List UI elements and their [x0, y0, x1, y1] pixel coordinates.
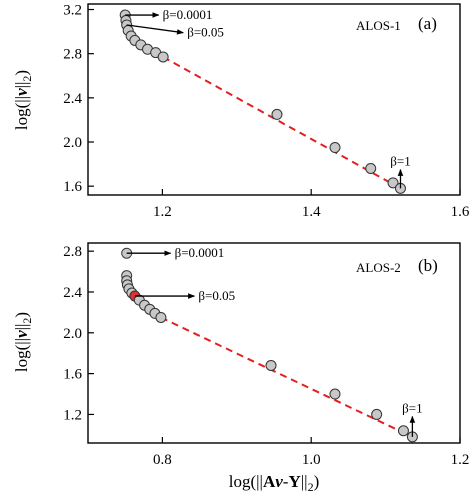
panel-a-tag: (a) [418, 14, 437, 33]
x-tick-label: 1.2 [153, 204, 172, 220]
panel-b-x-axis-label: log(||Av-Y||2) [229, 472, 319, 494]
data-point [271, 108, 283, 120]
panel-a-fit-line [162, 56, 401, 190]
data-point [365, 163, 377, 175]
data-point [387, 177, 399, 189]
panel-b: 0.8 1.0 1.2 1.2 1.6 2.0 2.4 2.8 β=0.0001 β=0.05… [12, 242, 469, 494]
y-tick-label: 2.0 [63, 135, 82, 151]
y-tick-label: 1.2 [63, 407, 82, 423]
y-tick-label: 1.6 [63, 367, 82, 383]
annotation-label: β=1 [402, 400, 422, 415]
panel-b-y-ticks: 1.2 1.6 2.0 2.4 2.8 [63, 244, 94, 423]
panel-b-fit-line [160, 316, 413, 438]
panel-a-y-axis-label: log(||v||2) [12, 70, 34, 130]
y-tick-label: 2.8 [63, 244, 82, 260]
panel-a: 1.2 1.4 1.6 1.6 2.0 2.4 2.8 3.2 β=0.0001 β=0.05… [12, 3, 470, 220]
panel-b-dataset-label: ALOS-2 [356, 260, 401, 275]
panel-b-tag: (b) [418, 256, 438, 275]
panel-b-frame [87, 242, 461, 444]
data-point [157, 51, 169, 63]
annotation-label: β=1 [390, 154, 410, 169]
panel-a-annotations: β=0.0001 β=0.05 β=1 [125, 7, 411, 189]
x-tick-label: 0.8 [153, 452, 172, 468]
panel-b-points [121, 247, 418, 443]
data-point [371, 408, 383, 420]
annotation-label: β=0.05 [187, 25, 224, 40]
panel-a-y-ticks: 1.6 2.0 2.4 2.8 3.2 [63, 3, 94, 195]
fit-line [162, 56, 401, 190]
data-point [155, 311, 167, 323]
y-tick-label: 1.6 [63, 179, 82, 195]
y-tick-label: 2.0 [63, 326, 82, 342]
y-tick-label: 2.8 [63, 47, 82, 63]
data-point [329, 142, 341, 154]
panel-b-annotations: β=0.0001 β=0.05 β=1 [126, 245, 423, 437]
annotation-arrow [126, 24, 184, 35]
x-tick-label: 1.2 [451, 452, 470, 468]
panel-a-dataset-label: ALOS-1 [356, 18, 401, 33]
fit-line [160, 316, 413, 438]
annotation-label: β=0.0001 [175, 245, 225, 260]
y-tick-label: 2.4 [63, 91, 82, 107]
data-point [329, 388, 341, 400]
annotation-label: β=0.0001 [163, 7, 213, 22]
data-point [265, 359, 277, 371]
panel-a-x-ticks: 1.2 1.4 1.6 [153, 189, 470, 220]
data-point [397, 425, 409, 437]
panel-a-frame [87, 3, 461, 196]
x-tick-label: 1.0 [302, 452, 321, 468]
panel-b-x-ticks: 0.8 1.0 1.2 [153, 437, 469, 468]
panel-b-y-axis-label: log(||v||2) [12, 312, 34, 372]
y-tick-label: 3.2 [63, 3, 82, 19]
x-tick-label: 1.4 [302, 204, 321, 220]
x-tick-label: 1.6 [451, 204, 470, 220]
y-tick-label: 2.4 [63, 285, 82, 301]
annotation-label: β=0.05 [198, 288, 235, 303]
panel-a-points [119, 9, 406, 194]
